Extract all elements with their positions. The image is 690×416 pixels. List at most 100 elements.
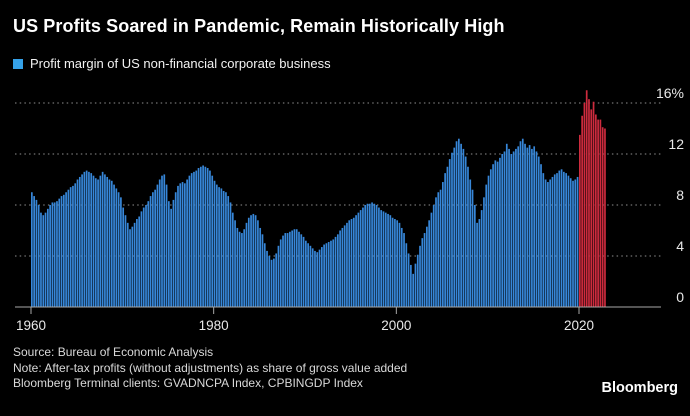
bar: [341, 227, 344, 307]
bar: [295, 229, 298, 307]
bar: [305, 240, 307, 307]
bar: [227, 196, 230, 307]
bar: [149, 196, 152, 307]
bar: [455, 141, 458, 307]
bar: [521, 138, 524, 307]
bar: [400, 227, 403, 307]
bar: [81, 174, 83, 307]
bar: [172, 199, 175, 307]
bar: [168, 201, 170, 308]
bar-pandemic: [581, 115, 583, 307]
bar: [357, 212, 360, 307]
bar: [179, 183, 182, 307]
x-axis-label: 1960: [16, 318, 46, 333]
bar: [442, 182, 444, 307]
bar: [489, 169, 492, 307]
bar: [515, 148, 517, 307]
bar: [74, 183, 77, 307]
bar: [88, 171, 90, 307]
bar: [494, 160, 497, 308]
bar: [412, 273, 415, 307]
bar: [330, 240, 332, 307]
bar: [311, 248, 314, 307]
bar: [517, 146, 520, 307]
bar: [291, 230, 293, 307]
bar: [371, 202, 373, 307]
footer-notes: Source: Bureau of Economic Analysis Note…: [13, 345, 407, 392]
bar: [382, 211, 385, 308]
bar: [56, 201, 58, 308]
bar: [263, 243, 266, 307]
x-axis-label: 1980: [199, 318, 229, 333]
bar: [448, 159, 451, 307]
bar: [323, 244, 325, 308]
note-line: Note: After-tax profits (without adjustm…: [13, 360, 408, 375]
bar: [396, 220, 399, 307]
bar: [97, 179, 99, 307]
bar: [492, 164, 494, 307]
bar: [318, 249, 321, 308]
bar: [145, 205, 147, 307]
bar: [355, 215, 357, 307]
bar: [414, 263, 417, 307]
bar: [384, 212, 387, 307]
bar: [110, 180, 113, 307]
bar: [309, 245, 312, 307]
bar: [206, 168, 209, 307]
x-axis-label: 2020: [564, 318, 594, 333]
bar: [343, 225, 346, 307]
bar: [222, 190, 225, 307]
bar: [115, 188, 118, 308]
bar: [154, 189, 156, 307]
terminal-line: Bloomberg Terminal clients: GVADNCPA Ind…: [13, 376, 363, 390]
bar: [314, 250, 316, 307]
bar: [279, 239, 282, 308]
bar: [67, 189, 70, 307]
bar: [457, 138, 460, 307]
bar: [254, 215, 257, 307]
bar: [257, 220, 259, 307]
bar: [496, 161, 499, 307]
bar: [526, 147, 529, 308]
bar: [152, 192, 154, 307]
bar: [94, 178, 97, 307]
bar: [181, 182, 184, 307]
bar: [190, 173, 193, 308]
bar: [204, 166, 207, 307]
bar-pandemic: [592, 101, 595, 307]
bar: [49, 205, 51, 307]
bar: [405, 243, 408, 307]
bar: [35, 199, 38, 307]
bar: [37, 205, 40, 307]
bar: [423, 233, 426, 307]
source-line: Source: Bureau of Economic Analysis: [13, 345, 214, 359]
bar: [460, 143, 462, 307]
bar: [512, 151, 515, 307]
bar: [368, 203, 371, 307]
bar-pandemic: [599, 119, 602, 307]
bar: [99, 175, 102, 307]
bar: [259, 227, 262, 307]
bar: [199, 166, 202, 307]
bar: [421, 238, 424, 307]
bar: [569, 178, 572, 307]
bar: [346, 222, 348, 307]
x-axis-label: 2000: [381, 318, 411, 333]
bar: [177, 185, 179, 308]
bar: [158, 179, 161, 307]
bar: [453, 147, 456, 308]
bar: [533, 146, 536, 307]
bar: [104, 174, 106, 307]
bar: [362, 207, 364, 307]
bar: [567, 175, 570, 307]
bar-pandemic: [585, 90, 588, 307]
bar: [549, 179, 552, 307]
bar: [307, 243, 309, 307]
bar: [140, 211, 143, 308]
bar: [364, 205, 367, 307]
bar: [209, 170, 211, 307]
bar: [428, 220, 430, 307]
bar: [238, 231, 241, 307]
bar: [188, 175, 191, 307]
